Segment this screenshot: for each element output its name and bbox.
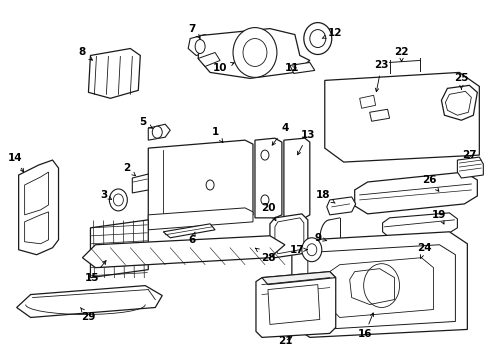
Polygon shape xyxy=(254,138,281,218)
Polygon shape xyxy=(90,220,148,278)
Polygon shape xyxy=(307,245,454,329)
Polygon shape xyxy=(148,124,170,140)
Ellipse shape xyxy=(306,244,316,256)
Polygon shape xyxy=(267,285,319,324)
Text: 7: 7 xyxy=(188,24,200,39)
Text: 15: 15 xyxy=(85,261,106,283)
Ellipse shape xyxy=(301,238,321,262)
Text: 24: 24 xyxy=(416,243,431,258)
Polygon shape xyxy=(269,214,307,258)
Polygon shape xyxy=(255,272,335,337)
Polygon shape xyxy=(198,28,309,78)
Ellipse shape xyxy=(109,189,127,211)
Text: 5: 5 xyxy=(140,117,152,128)
Text: 26: 26 xyxy=(421,175,438,191)
Polygon shape xyxy=(441,85,476,120)
Text: 25: 25 xyxy=(453,73,468,89)
Text: 10: 10 xyxy=(212,63,234,73)
Polygon shape xyxy=(359,95,375,108)
Polygon shape xyxy=(456,157,482,178)
Text: 11: 11 xyxy=(284,63,299,73)
Ellipse shape xyxy=(309,30,325,48)
Polygon shape xyxy=(349,269,394,305)
Text: 17: 17 xyxy=(289,245,306,255)
Polygon shape xyxy=(329,258,432,318)
Text: 28: 28 xyxy=(255,248,275,263)
Polygon shape xyxy=(24,172,48,215)
Polygon shape xyxy=(188,35,212,55)
Polygon shape xyxy=(324,72,478,162)
Polygon shape xyxy=(24,212,48,244)
Polygon shape xyxy=(148,140,252,222)
Ellipse shape xyxy=(205,180,214,190)
Text: 16: 16 xyxy=(357,313,373,339)
Ellipse shape xyxy=(113,194,123,206)
Polygon shape xyxy=(163,224,215,238)
Polygon shape xyxy=(291,232,467,337)
Polygon shape xyxy=(88,49,140,98)
Text: 20: 20 xyxy=(260,203,275,221)
Ellipse shape xyxy=(303,23,331,54)
Polygon shape xyxy=(289,62,314,73)
Polygon shape xyxy=(19,160,59,255)
Text: 19: 19 xyxy=(431,210,446,224)
Ellipse shape xyxy=(261,195,268,205)
Polygon shape xyxy=(132,174,148,193)
Text: 3: 3 xyxy=(101,190,111,200)
Ellipse shape xyxy=(261,150,268,160)
Text: 4: 4 xyxy=(272,123,288,145)
Text: 22: 22 xyxy=(393,48,408,62)
Polygon shape xyxy=(326,197,355,215)
Polygon shape xyxy=(382,213,456,238)
Polygon shape xyxy=(198,53,220,67)
Text: 23: 23 xyxy=(374,60,388,92)
Text: 2: 2 xyxy=(122,163,135,176)
Text: 6: 6 xyxy=(188,232,195,245)
Ellipse shape xyxy=(152,126,162,138)
Polygon shape xyxy=(369,109,389,121)
Ellipse shape xyxy=(243,39,266,67)
Polygon shape xyxy=(17,285,162,318)
Text: 9: 9 xyxy=(314,233,326,243)
Text: 14: 14 xyxy=(7,153,23,172)
Polygon shape xyxy=(274,218,303,254)
Polygon shape xyxy=(262,272,335,285)
Text: 8: 8 xyxy=(79,48,92,60)
Text: 13: 13 xyxy=(297,130,314,155)
Polygon shape xyxy=(82,236,285,268)
Text: 21: 21 xyxy=(277,336,291,346)
Ellipse shape xyxy=(233,28,276,77)
Polygon shape xyxy=(148,208,252,230)
Ellipse shape xyxy=(195,40,204,54)
Polygon shape xyxy=(445,91,470,115)
Polygon shape xyxy=(284,138,309,218)
Text: 27: 27 xyxy=(461,150,476,160)
Text: 18: 18 xyxy=(315,190,334,203)
Text: 1: 1 xyxy=(211,127,223,142)
Text: 29: 29 xyxy=(81,307,96,323)
Text: 12: 12 xyxy=(322,28,341,39)
Polygon shape xyxy=(354,172,476,214)
